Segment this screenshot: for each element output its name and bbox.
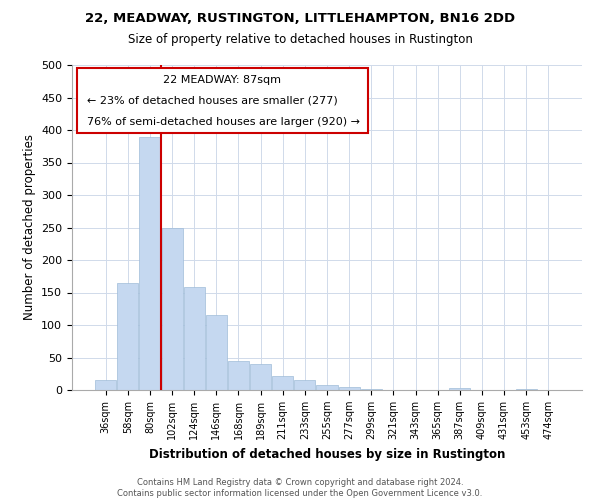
X-axis label: Distribution of detached houses by size in Rustington: Distribution of detached houses by size …: [149, 448, 505, 460]
Text: 76% of semi-detached houses are larger (920) →: 76% of semi-detached houses are larger (…: [88, 116, 360, 126]
Bar: [161, 228, 182, 390]
FancyBboxPatch shape: [77, 68, 368, 133]
Text: 22, MEADWAY, RUSTINGTON, LITTLEHAMPTON, BN16 2DD: 22, MEADWAY, RUSTINGTON, LITTLEHAMPTON, …: [85, 12, 515, 26]
Bar: [515, 388, 536, 390]
Text: Size of property relative to detached houses in Rustington: Size of property relative to detached ho…: [128, 32, 472, 46]
Text: Contains HM Land Registry data © Crown copyright and database right 2024.
Contai: Contains HM Land Registry data © Crown c…: [118, 478, 482, 498]
Bar: [206, 316, 227, 390]
Bar: [338, 388, 359, 390]
Bar: [118, 283, 139, 390]
Bar: [184, 288, 205, 390]
Bar: [272, 376, 293, 390]
Bar: [361, 388, 382, 390]
Bar: [250, 364, 271, 390]
Text: ← 23% of detached houses are smaller (277): ← 23% of detached houses are smaller (27…: [88, 96, 338, 106]
Y-axis label: Number of detached properties: Number of detached properties: [23, 134, 35, 320]
Bar: [295, 380, 316, 390]
Bar: [449, 388, 470, 390]
Bar: [139, 136, 160, 390]
Bar: [95, 380, 116, 390]
Bar: [316, 385, 338, 390]
Text: 22 MEADWAY: 87sqm: 22 MEADWAY: 87sqm: [163, 75, 281, 85]
Bar: [228, 361, 249, 390]
